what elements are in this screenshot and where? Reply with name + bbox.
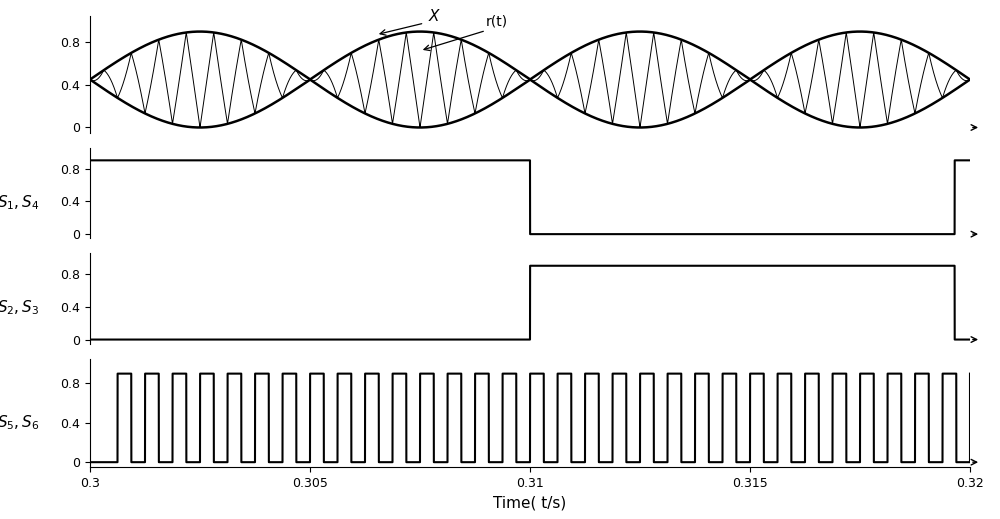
X-axis label: Time( t/s): Time( t/s) xyxy=(493,495,567,510)
Y-axis label: $S_1,S_4$: $S_1,S_4$ xyxy=(0,193,40,212)
Text: X: X xyxy=(429,9,439,24)
Y-axis label: $S_5,S_6$: $S_5,S_6$ xyxy=(0,413,40,432)
Text: r(t): r(t) xyxy=(486,14,508,28)
Y-axis label: $S_2,S_3$: $S_2,S_3$ xyxy=(0,298,40,317)
